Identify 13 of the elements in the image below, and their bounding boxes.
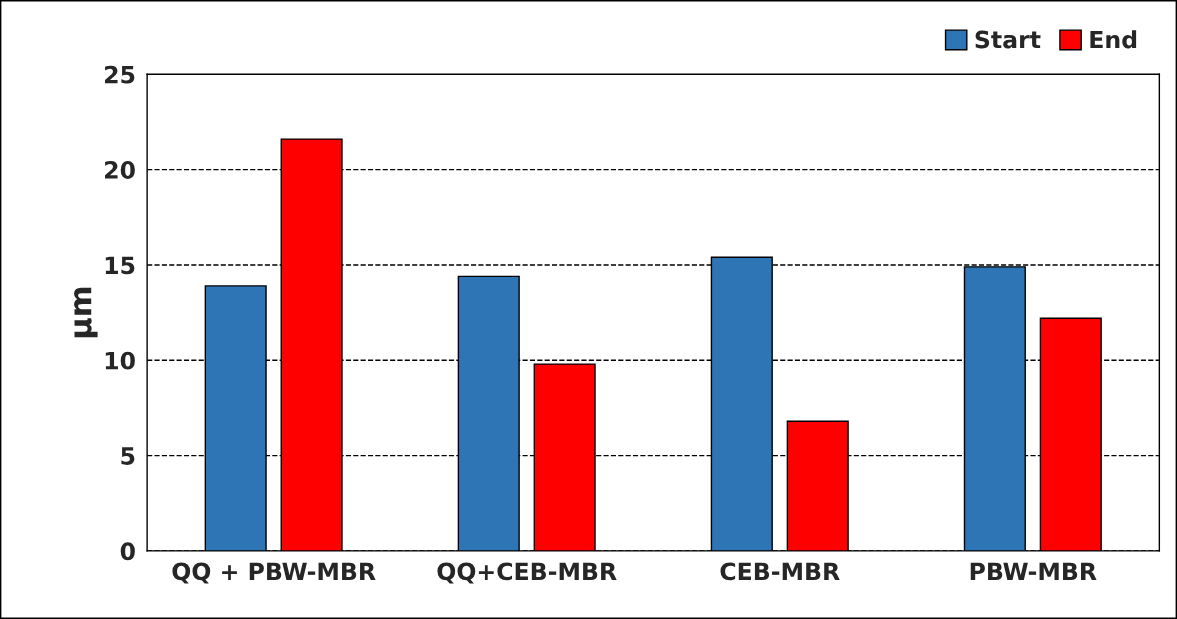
y-tick-label: 10 [105,351,135,370]
y-tick-label: 15 [105,256,135,275]
y-axis-title: µm [74,287,98,338]
y-tick-label: 20 [105,161,135,179]
y-tick-label: 5 [121,447,135,465]
legend-label: Start [975,30,1041,49]
x-tick-label: QQ + PBW-MBR [172,562,376,584]
y-tick-label: 25 [105,65,135,84]
x-tick-label: QQ+CEB-MBR [437,562,617,584]
x-tick-label: PBW-MBR [970,562,1097,580]
y-tick-label: 0 [120,542,135,561]
x-tick-label: CEB-MBR [720,562,840,581]
legend-label: End [1090,30,1137,49]
